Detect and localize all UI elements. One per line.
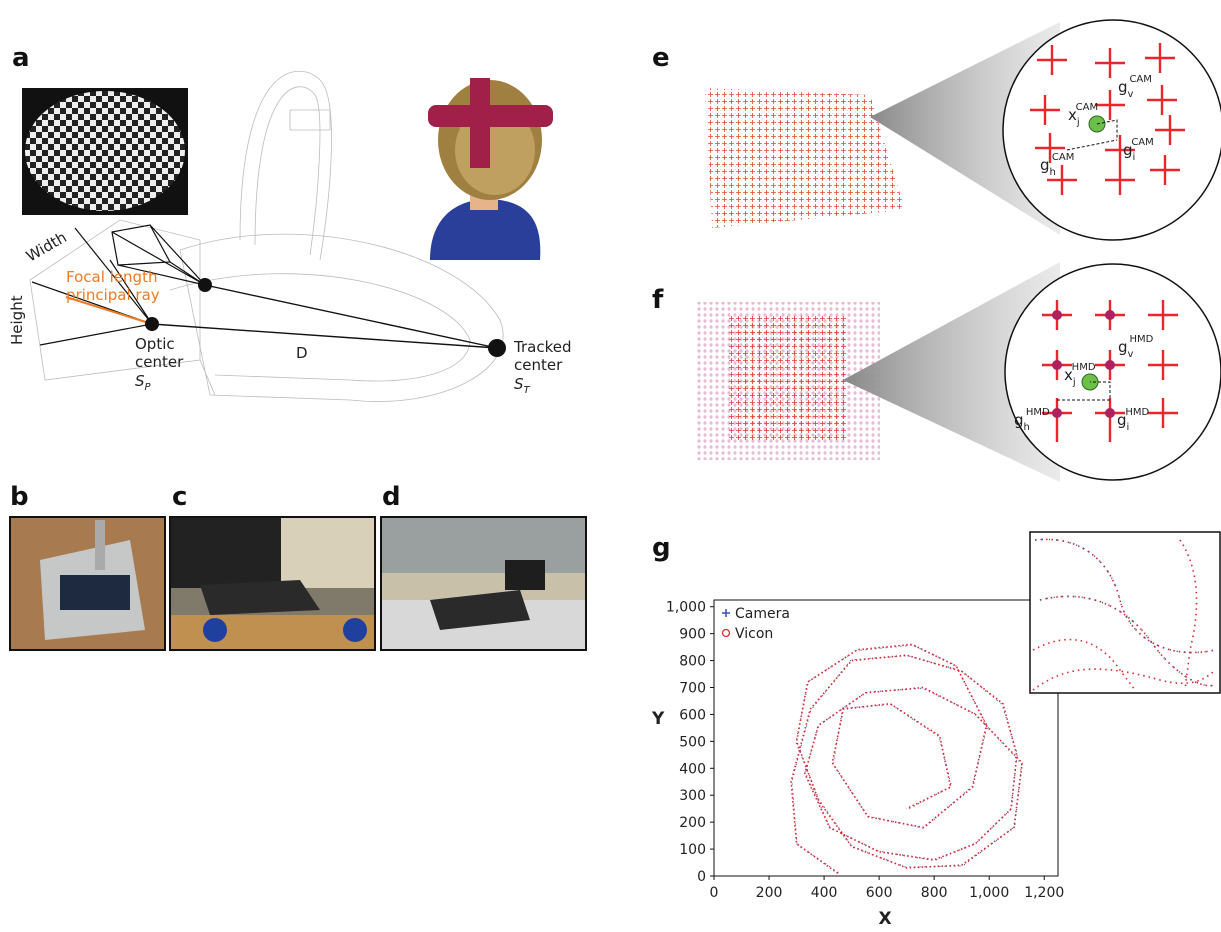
x-tick-label: 400 bbox=[811, 885, 838, 901]
symbol-sub: h bbox=[1050, 167, 1056, 178]
panel-label: c bbox=[172, 482, 187, 512]
figure: a Width Height Focal length principal ra… bbox=[0, 0, 1221, 932]
panel-label: d bbox=[382, 482, 401, 512]
y-tick-label: 600 bbox=[679, 707, 706, 723]
symbol-sub: h bbox=[1024, 422, 1030, 433]
y-tick-label: 300 bbox=[679, 788, 706, 804]
panel-e: e xjCAM gvCAM ghCAM giCAM bbox=[652, 20, 1221, 240]
x-tick-label: 600 bbox=[866, 885, 893, 901]
symbol-base: g bbox=[1118, 78, 1128, 96]
y-tick-label: 100 bbox=[679, 842, 706, 858]
panel-f: f xjHMD gvHMD ghHMD giHMD bbox=[652, 262, 1221, 482]
panel-label: a bbox=[12, 43, 30, 73]
y-tick-label: 1,000 bbox=[666, 600, 706, 616]
panel-a: a Width Height Focal length principal ra… bbox=[8, 43, 571, 402]
x-tick-label: 1,000 bbox=[969, 885, 1009, 901]
symbol-sup: HMD bbox=[1129, 334, 1153, 345]
panel-label: b bbox=[10, 482, 29, 512]
checkerboard bbox=[25, 91, 185, 211]
symbol-sup: CAM bbox=[1052, 152, 1074, 163]
panel-g: g X Y 0 200 400 600 800 1,000 1,200 0 100 200 300 4… bbox=[651, 532, 1220, 929]
symbol-sub: i bbox=[1127, 422, 1130, 433]
tracked-center-label: center bbox=[514, 356, 563, 374]
tracked-center-label: Tracked bbox=[513, 338, 571, 356]
symbol-sub: T bbox=[524, 385, 531, 396]
x-tick-label: 1,200 bbox=[1024, 885, 1064, 901]
x-tick-label: 0 bbox=[710, 885, 719, 901]
symbol-sup: HMD bbox=[1026, 407, 1050, 418]
legend-label: Camera bbox=[735, 606, 790, 622]
inset bbox=[1030, 532, 1220, 693]
symbol-sup: HMD bbox=[1072, 362, 1096, 373]
symbol-base: S bbox=[135, 372, 145, 390]
photos: b c d bbox=[10, 482, 586, 650]
symbol-sub: j bbox=[1076, 117, 1080, 128]
panel-label: g bbox=[652, 533, 671, 563]
symbol-sub: P bbox=[145, 382, 152, 393]
calibration-grid bbox=[727, 315, 847, 440]
focal-label: principal ray bbox=[66, 286, 160, 304]
symbol-sub: v bbox=[1128, 89, 1134, 100]
symbol-sub: v bbox=[1128, 349, 1134, 360]
optic-center-label: Optic bbox=[135, 335, 175, 353]
y-tick-label: 900 bbox=[679, 627, 706, 643]
y-tick-label: 800 bbox=[679, 654, 706, 670]
calibration-grid bbox=[705, 88, 905, 228]
y-tick-label: 700 bbox=[679, 681, 706, 697]
tracked-symbol: ST bbox=[514, 375, 531, 396]
y-axis-label: Y bbox=[651, 709, 665, 729]
symbol-base: S bbox=[514, 375, 524, 393]
optic-center-label: center bbox=[135, 353, 184, 371]
optic-symbol: SP bbox=[135, 372, 152, 393]
y-tick-label: 400 bbox=[679, 761, 706, 777]
y-tick-label: 200 bbox=[679, 815, 706, 831]
x-axis-label: X bbox=[878, 909, 891, 929]
legend-label: Vicon bbox=[735, 626, 773, 642]
zoom-circle bbox=[1005, 264, 1221, 480]
zoom-circle bbox=[1003, 20, 1221, 240]
symbol-base: g bbox=[1118, 338, 1128, 356]
symbol-sup: CAM bbox=[1076, 102, 1098, 113]
symbol-sup: CAM bbox=[1131, 137, 1153, 148]
width-label: Width bbox=[23, 228, 70, 265]
distance-label: D bbox=[296, 344, 308, 362]
symbol-base: g bbox=[1014, 411, 1024, 429]
symbol-base: g bbox=[1040, 156, 1050, 174]
symbol-sup: CAM bbox=[1129, 74, 1151, 85]
focal-label: Focal length bbox=[66, 268, 157, 286]
x-tick-label: 800 bbox=[921, 885, 948, 901]
height-label: Height bbox=[8, 295, 26, 345]
symbol-sub: j bbox=[1072, 377, 1076, 388]
x-tick-label: 200 bbox=[756, 885, 783, 901]
y-tick-label: 0 bbox=[697, 869, 706, 885]
panel-label: e bbox=[652, 43, 670, 73]
panel-label: f bbox=[652, 285, 664, 315]
avatar bbox=[428, 78, 553, 260]
symbol-sup: HMD bbox=[1125, 407, 1149, 418]
symbol-sub: i bbox=[1133, 152, 1136, 163]
y-tick-label: 500 bbox=[679, 734, 706, 750]
